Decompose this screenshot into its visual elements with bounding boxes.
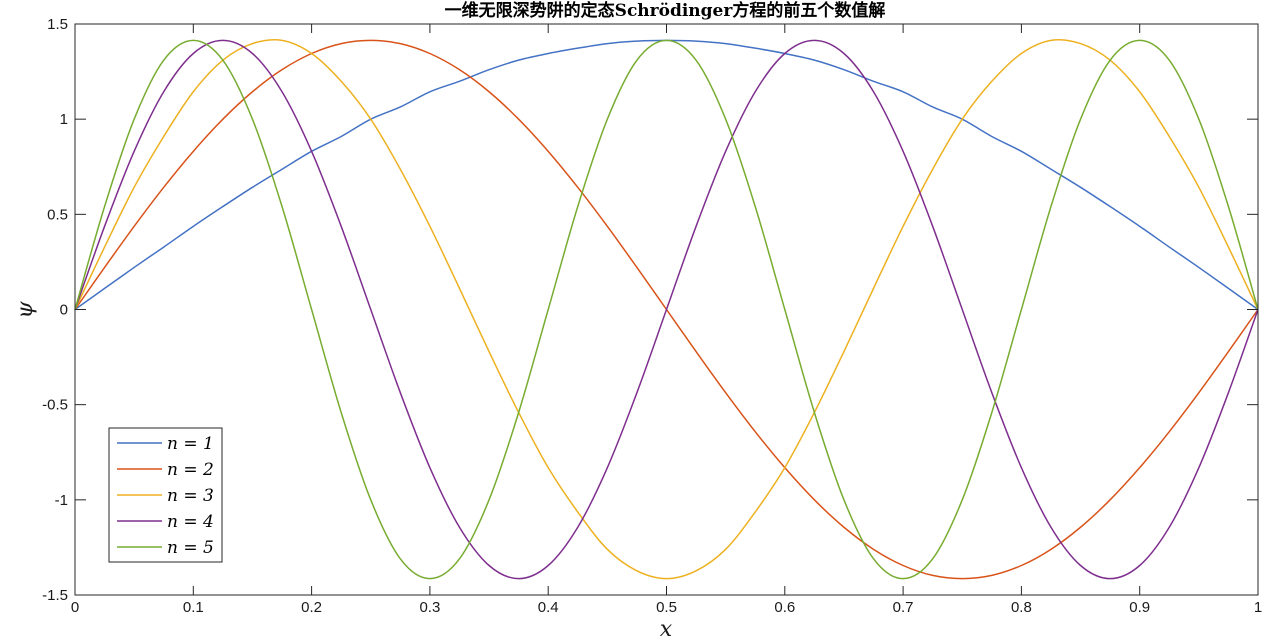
legend-label-n3: n = 3 <box>167 486 214 506</box>
x-tick-label: 0.2 <box>301 599 322 616</box>
y-axis: -1.5 -1 -0.5 0 0.5 1 1.5 <box>42 16 1258 604</box>
y-tick-label: 0.5 <box>47 206 68 223</box>
legend-label-n5: n = 5 <box>167 538 214 558</box>
legend-label-n1: n = 1 <box>167 434 214 454</box>
legend-label-n4: n = 4 <box>167 512 214 532</box>
x-tick-label: 0.7 <box>893 599 914 616</box>
y-tick-label: 1 <box>60 111 68 128</box>
y-tick-label: 0 <box>60 302 68 319</box>
x-axis-label: x <box>660 617 673 640</box>
x-axis: 0 0.1 0.2 0.3 0.4 0.5 0.6 0.7 0.8 0.9 1 <box>71 24 1262 616</box>
series-layer <box>74 38 1259 580</box>
series-line-n4 <box>74 39 1259 580</box>
y-tick-label: 1.5 <box>47 16 68 33</box>
x-tick-label: 0.8 <box>1011 599 1032 616</box>
x-tick-label: 0 <box>71 599 79 616</box>
x-tick-label: 0.3 <box>419 599 440 616</box>
y-axis-label: ψ <box>13 301 38 319</box>
x-tick-label: 0.5 <box>656 599 677 616</box>
chart-title: 一维无限深势阱的定态Schrödinger方程的前五个数值解 <box>445 0 886 21</box>
legend-label-n2: n = 2 <box>167 460 214 480</box>
y-tick-label: -0.5 <box>42 397 68 414</box>
x-tick-label: 0.6 <box>774 599 795 616</box>
series-line-n3 <box>74 38 1259 580</box>
x-tick-label: 0.9 <box>1129 599 1150 616</box>
series-line-n5 <box>74 39 1259 580</box>
y-tick-label: -1.5 <box>42 587 68 604</box>
legend: n = 1 n = 2 n = 3 n = 4 n = 5 <box>108 427 223 563</box>
x-tick-label: 1 <box>1254 599 1262 616</box>
x-tick-label: 0.1 <box>183 599 204 616</box>
x-tick-label: 0.4 <box>538 599 559 616</box>
y-tick-label: -1 <box>55 492 68 509</box>
